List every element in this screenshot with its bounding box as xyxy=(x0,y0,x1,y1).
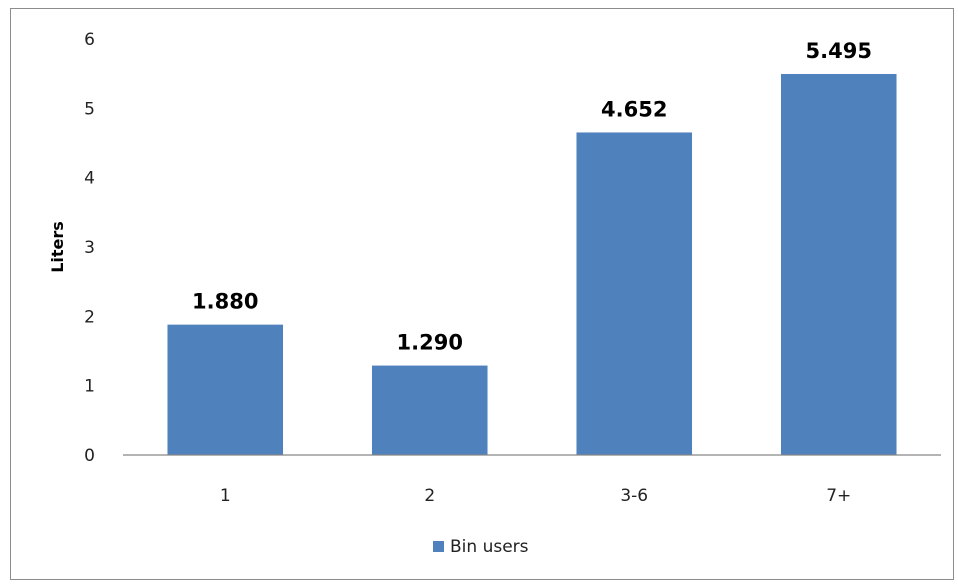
value-labels: 1.880 1.290 4.652 5.495 xyxy=(192,39,872,355)
x-axis-ticks: 1 2 3-6 7+ xyxy=(220,486,851,506)
y-axis-ticks: 0 1 2 3 4 5 6 xyxy=(84,30,95,466)
legend: Bin users xyxy=(433,537,529,557)
data-label: 5.495 xyxy=(806,39,872,63)
bar-chart: Liters 0 1 2 3 4 5 6 1.880 1.290 4.652 5.495 1 2 3-… xyxy=(48,30,941,557)
y-tick-label: 6 xyxy=(84,30,95,50)
x-tick-label: 7+ xyxy=(826,486,851,506)
data-label: 4.652 xyxy=(601,97,667,121)
bar-3-6 xyxy=(576,132,693,455)
y-tick-label: 5 xyxy=(84,99,95,119)
x-tick-label: 1 xyxy=(220,486,231,506)
y-tick-label: 1 xyxy=(84,377,95,397)
data-label: 1.290 xyxy=(397,331,463,355)
y-tick-label: 2 xyxy=(84,307,95,327)
y-axis-title-group: Liters xyxy=(48,221,67,273)
x-tick-label: 3-6 xyxy=(620,486,648,506)
bar-1 xyxy=(167,324,284,455)
bars xyxy=(167,74,897,455)
y-tick-label: 4 xyxy=(84,169,95,189)
y-axis-title: Liters xyxy=(48,221,67,273)
y-tick-label: 3 xyxy=(84,238,95,258)
legend-label: Bin users xyxy=(450,537,529,557)
chart-frame: Liters 0 1 2 3 4 5 6 1.880 1.290 4.652 5.495 1 2 3-… xyxy=(10,8,954,580)
legend-swatch xyxy=(433,541,444,552)
data-label: 1.880 xyxy=(192,290,258,314)
y-tick-label: 0 xyxy=(84,446,95,466)
x-tick-label: 2 xyxy=(424,486,435,506)
bar-2 xyxy=(371,365,488,455)
bar-7+ xyxy=(780,74,897,455)
